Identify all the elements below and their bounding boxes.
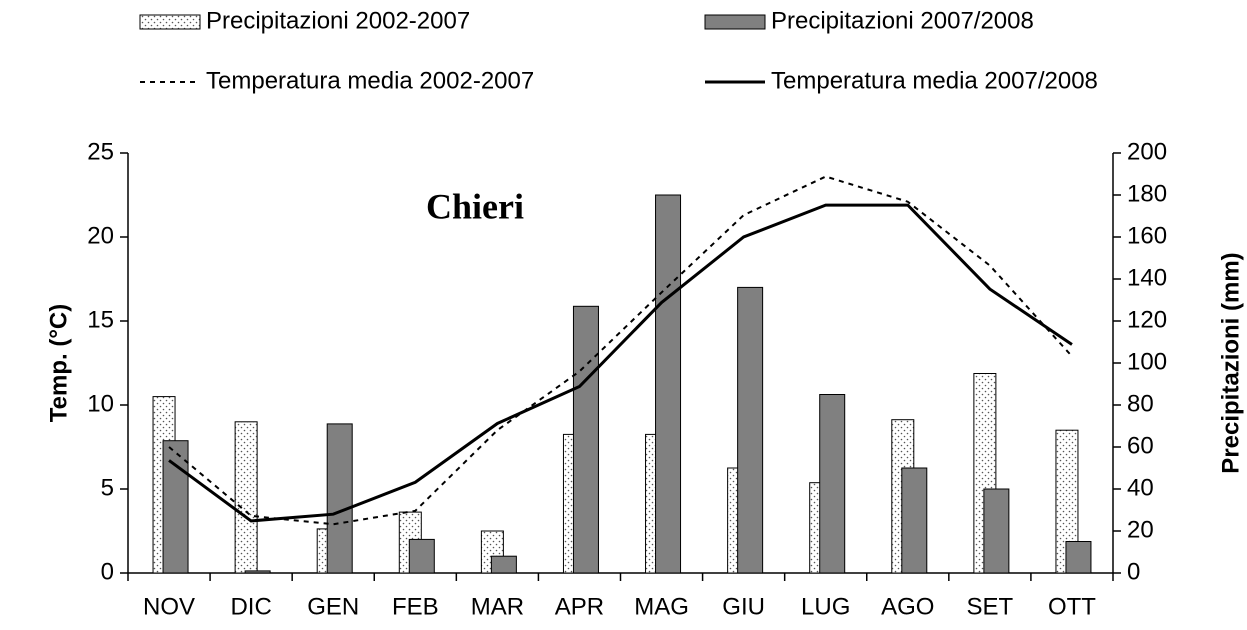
bar <box>655 194 682 574</box>
x-tick-label: APR <box>555 593 604 620</box>
bar <box>572 305 599 574</box>
y2-tick-label: 40 <box>1127 474 1154 501</box>
bar <box>1065 541 1092 574</box>
y-tick-label: 15 <box>87 306 114 333</box>
y2-tick-label: 200 <box>1127 138 1167 165</box>
bar <box>983 488 1010 574</box>
y-tick-label: 20 <box>87 222 114 249</box>
legend-label: Precipitazioni 2002-2007 <box>206 7 470 34</box>
bar <box>244 570 271 574</box>
y2-tick-label: 0 <box>1127 558 1140 585</box>
x-tick-label: MAR <box>471 593 524 620</box>
x-tick-label: OTT <box>1048 593 1096 620</box>
legend-swatch <box>139 14 201 30</box>
y2-tick-label: 160 <box>1127 222 1167 249</box>
y2-tick-label: 100 <box>1127 348 1167 375</box>
x-tick-label: SET <box>967 593 1014 620</box>
line <box>168 203 1073 523</box>
y2-tick-label: 180 <box>1127 180 1167 207</box>
bar <box>162 440 189 574</box>
y-tick-label: 5 <box>101 474 114 501</box>
x-tick-label: GEN <box>307 593 359 620</box>
bar <box>408 538 435 574</box>
line <box>168 175 1073 526</box>
y2-tick-label: 80 <box>1127 390 1154 417</box>
x-tick-label: LUG <box>801 593 850 620</box>
x-tick-label: GIU <box>722 593 765 620</box>
y2-axis-title: Precipitazioni (mm) <box>1217 252 1244 473</box>
y-axis-title: Temp. (°C) <box>45 304 72 422</box>
legend-label: Temperatura media 2002-2007 <box>206 67 534 94</box>
chart-title: Chieri <box>426 186 524 226</box>
x-tick-label: DIC <box>230 593 271 620</box>
x-tick-label: AGO <box>881 593 934 620</box>
bar <box>234 421 258 574</box>
y2-tick-label: 60 <box>1127 432 1154 459</box>
legend-label: Temperatura media 2007/2008 <box>771 67 1098 94</box>
legend-label: Precipitazioni 2007/2008 <box>771 7 1034 34</box>
y2-tick-label: 120 <box>1127 306 1167 333</box>
bar <box>901 467 928 574</box>
bar <box>737 286 764 574</box>
y-tick-label: 25 <box>87 138 114 165</box>
x-tick-label: FEB <box>392 593 439 620</box>
y2-tick-label: 140 <box>1127 264 1167 291</box>
y-tick-label: 0 <box>101 558 114 585</box>
bar <box>326 423 353 574</box>
x-tick-label: MAG <box>634 593 689 620</box>
bar <box>819 394 846 574</box>
y2-tick-label: 20 <box>1127 516 1154 543</box>
y-tick-label: 10 <box>87 390 114 417</box>
bar <box>490 555 517 574</box>
x-tick-label: NOV <box>143 593 195 620</box>
legend-swatch <box>704 14 766 30</box>
